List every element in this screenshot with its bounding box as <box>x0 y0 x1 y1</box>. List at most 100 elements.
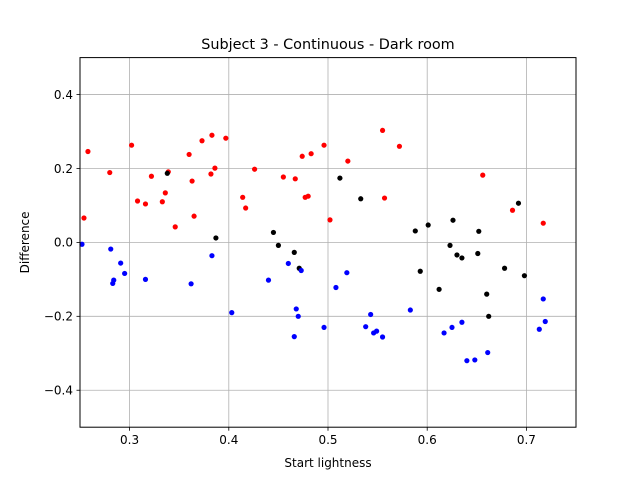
data-point <box>81 215 87 221</box>
data-point <box>337 175 343 181</box>
data-point <box>472 357 478 363</box>
data-point <box>333 284 339 291</box>
data-point <box>162 190 168 196</box>
y-tick-label: −0.2 <box>44 310 73 324</box>
data-point <box>265 277 272 283</box>
y-axis-label: Difference <box>18 211 32 273</box>
data-point <box>358 196 364 202</box>
data-point <box>275 242 281 248</box>
data-point <box>295 313 301 319</box>
data-point <box>441 330 447 336</box>
data-point <box>188 281 194 287</box>
data-point <box>480 172 486 178</box>
data-point <box>148 173 155 179</box>
data-point <box>486 313 492 319</box>
data-point <box>292 176 298 182</box>
data-point <box>186 151 192 158</box>
data-point <box>459 255 465 261</box>
chart-title: Subject 3 - Continuous - Dark room <box>201 37 454 53</box>
data-point <box>327 217 333 223</box>
data-point <box>345 158 351 164</box>
data-point <box>208 171 214 177</box>
data-point <box>540 220 546 226</box>
data-point <box>291 334 297 340</box>
grid-lines <box>80 57 576 428</box>
data-point <box>450 217 456 223</box>
data-point <box>464 358 470 364</box>
data-point <box>454 252 460 258</box>
data-point <box>485 349 491 356</box>
data-point <box>240 194 246 200</box>
x-axis-label: Start lightness <box>284 456 371 470</box>
data-point <box>363 324 369 330</box>
data-point <box>79 241 85 247</box>
data-point <box>374 328 380 334</box>
data-point <box>172 224 178 230</box>
data-point <box>321 324 327 331</box>
data-point <box>417 268 423 274</box>
data-point <box>308 151 314 157</box>
y-tick-label: 0.4 <box>54 88 73 102</box>
y-tick-label: 0.0 <box>54 236 73 250</box>
data-point <box>270 229 277 236</box>
data-point <box>540 296 546 302</box>
data-point <box>521 273 528 279</box>
data-point <box>108 246 114 252</box>
data-point <box>425 222 431 228</box>
data-point <box>536 326 542 332</box>
data-point <box>212 165 218 171</box>
x-tick-label: 0.7 <box>517 433 536 447</box>
data-point <box>515 200 522 206</box>
data-point <box>134 198 141 204</box>
data-point <box>379 127 386 134</box>
data-point <box>213 235 219 241</box>
data-point <box>447 242 453 248</box>
data-point <box>111 277 117 283</box>
data-point <box>189 178 195 184</box>
data-point <box>449 324 455 331</box>
data-point <box>251 166 258 172</box>
data-point <box>299 153 305 159</box>
data-point <box>199 138 205 144</box>
data-point <box>379 334 386 340</box>
data-point <box>298 267 304 274</box>
data-point <box>209 253 215 259</box>
data-point <box>128 142 135 148</box>
data-point <box>229 310 235 316</box>
data-point <box>542 318 548 325</box>
data-point <box>436 286 442 292</box>
data-point <box>484 291 490 297</box>
data-point <box>412 228 418 234</box>
x-tick-label: 0.6 <box>418 433 437 447</box>
data-point <box>118 260 124 266</box>
y-tick-label: −0.4 <box>44 384 73 398</box>
data-point <box>159 199 165 205</box>
data-point <box>107 169 113 176</box>
x-tick-label: 0.3 <box>120 433 139 447</box>
data-point <box>381 195 388 201</box>
data-point <box>191 213 197 219</box>
data-point <box>291 249 297 255</box>
data-point <box>475 250 481 257</box>
x-tick-label: 0.4 <box>219 433 238 447</box>
data-point <box>280 174 286 180</box>
data-point <box>243 205 249 211</box>
x-tick-label: 0.5 <box>318 433 337 447</box>
data-points <box>79 127 548 364</box>
data-point <box>305 193 311 199</box>
data-point <box>407 307 413 313</box>
data-point <box>293 306 299 312</box>
data-point <box>209 132 215 138</box>
data-point <box>142 276 149 282</box>
y-tick-label: 0.2 <box>54 162 73 176</box>
data-point <box>285 260 291 267</box>
data-point <box>509 207 516 213</box>
data-point <box>501 265 508 271</box>
data-point <box>164 170 170 176</box>
data-point <box>122 270 128 277</box>
data-point <box>396 143 403 149</box>
data-point <box>85 148 91 155</box>
data-point <box>223 135 229 141</box>
